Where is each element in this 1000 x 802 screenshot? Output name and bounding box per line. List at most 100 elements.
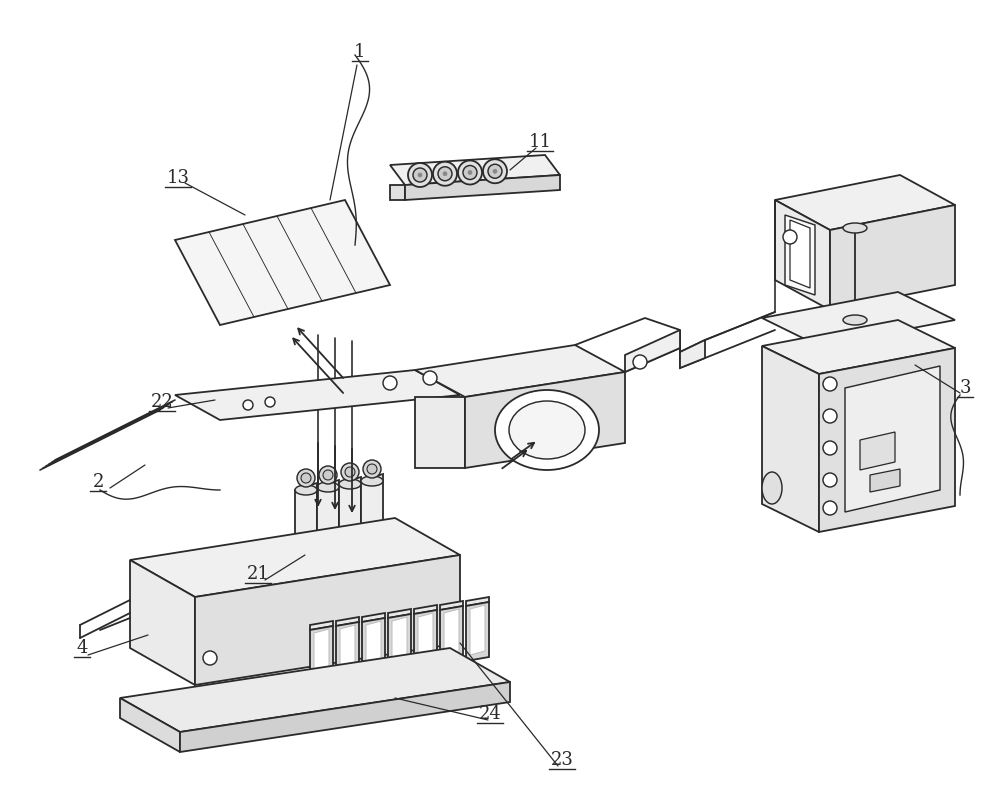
Circle shape: [413, 168, 427, 182]
Text: 2: 2: [92, 473, 104, 491]
Ellipse shape: [495, 390, 599, 470]
Polygon shape: [390, 185, 405, 200]
Ellipse shape: [339, 479, 361, 489]
Text: 22: 22: [151, 393, 173, 411]
Text: 1: 1: [354, 43, 366, 61]
Circle shape: [301, 473, 311, 483]
Polygon shape: [845, 366, 940, 512]
Polygon shape: [388, 614, 411, 673]
Ellipse shape: [843, 315, 867, 325]
Polygon shape: [466, 597, 489, 606]
Polygon shape: [340, 625, 355, 675]
Polygon shape: [790, 220, 810, 288]
Ellipse shape: [317, 482, 339, 492]
Polygon shape: [195, 555, 460, 685]
Circle shape: [483, 160, 507, 183]
Circle shape: [243, 400, 253, 410]
Polygon shape: [819, 348, 955, 532]
Polygon shape: [465, 372, 625, 468]
Circle shape: [463, 165, 477, 180]
Polygon shape: [310, 626, 333, 685]
Polygon shape: [366, 621, 381, 671]
Polygon shape: [361, 474, 383, 563]
Polygon shape: [180, 682, 510, 752]
Circle shape: [323, 470, 333, 480]
Circle shape: [823, 409, 837, 423]
Polygon shape: [130, 560, 195, 685]
Circle shape: [319, 466, 337, 484]
Circle shape: [633, 355, 647, 369]
Circle shape: [418, 173, 422, 177]
Polygon shape: [762, 346, 819, 532]
Polygon shape: [415, 397, 465, 468]
Polygon shape: [392, 617, 407, 667]
Ellipse shape: [509, 401, 585, 459]
Polygon shape: [870, 469, 900, 492]
Polygon shape: [339, 477, 361, 566]
Text: 24: 24: [479, 705, 501, 723]
Polygon shape: [295, 483, 317, 572]
Circle shape: [408, 163, 432, 187]
Polygon shape: [175, 200, 390, 325]
Polygon shape: [390, 155, 560, 185]
Text: 3: 3: [959, 379, 971, 397]
Polygon shape: [762, 320, 955, 374]
Polygon shape: [762, 292, 955, 346]
Polygon shape: [388, 609, 411, 618]
Polygon shape: [414, 605, 437, 614]
Ellipse shape: [295, 485, 317, 495]
Circle shape: [488, 164, 502, 178]
Polygon shape: [317, 480, 339, 569]
Polygon shape: [310, 621, 333, 630]
Circle shape: [823, 473, 837, 487]
Ellipse shape: [843, 223, 867, 233]
Polygon shape: [414, 610, 437, 669]
Circle shape: [438, 167, 452, 180]
Ellipse shape: [361, 476, 383, 486]
Text: 13: 13: [166, 169, 190, 187]
Circle shape: [493, 169, 497, 173]
Text: 23: 23: [551, 751, 573, 769]
Circle shape: [341, 463, 359, 481]
Circle shape: [203, 651, 217, 665]
Circle shape: [367, 464, 377, 474]
Polygon shape: [860, 432, 895, 470]
Polygon shape: [625, 330, 680, 372]
Polygon shape: [775, 200, 830, 310]
Polygon shape: [415, 345, 625, 397]
Polygon shape: [120, 648, 510, 732]
Polygon shape: [440, 601, 463, 610]
Circle shape: [297, 469, 315, 487]
Text: 11: 11: [528, 133, 552, 151]
Polygon shape: [336, 622, 359, 681]
Polygon shape: [785, 215, 815, 295]
Circle shape: [383, 376, 397, 390]
Ellipse shape: [762, 472, 782, 504]
Polygon shape: [175, 370, 460, 420]
Circle shape: [823, 441, 837, 455]
Polygon shape: [418, 613, 433, 663]
Polygon shape: [405, 175, 560, 200]
Polygon shape: [362, 618, 385, 677]
Polygon shape: [440, 606, 463, 665]
Polygon shape: [130, 518, 460, 597]
Polygon shape: [295, 528, 395, 562]
Circle shape: [443, 172, 447, 176]
Circle shape: [823, 501, 837, 515]
Circle shape: [458, 160, 482, 184]
Circle shape: [783, 230, 797, 244]
Circle shape: [345, 467, 355, 477]
Polygon shape: [470, 605, 485, 655]
Polygon shape: [680, 340, 705, 368]
Polygon shape: [775, 175, 955, 230]
Text: 21: 21: [247, 565, 269, 583]
Circle shape: [423, 371, 437, 385]
Polygon shape: [314, 629, 329, 679]
Polygon shape: [336, 617, 359, 626]
Text: 4: 4: [76, 639, 88, 657]
Polygon shape: [362, 613, 385, 622]
Circle shape: [433, 162, 457, 186]
Circle shape: [265, 397, 275, 407]
Circle shape: [823, 377, 837, 391]
Polygon shape: [466, 602, 489, 661]
